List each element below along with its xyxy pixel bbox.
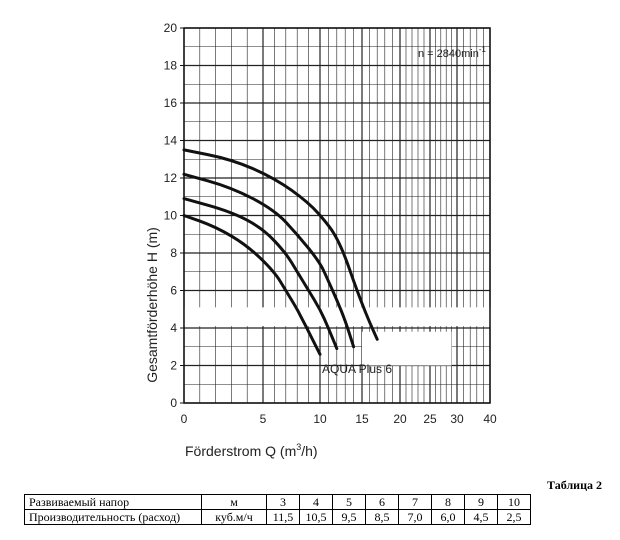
- series-line-1: [182, 197, 339, 351]
- table-cell: 4: [299, 494, 333, 510]
- x-tick-label: 0: [181, 412, 188, 426]
- x-tick-label: 25: [423, 412, 437, 426]
- pump-data-table: Развиваемый напор м 3 4 5 6 7 8 9 10 Про…: [24, 494, 531, 525]
- row-unit: м: [201, 494, 267, 510]
- y-tick-labels: 0 2 4 6 8 10 12 14 16 18 20: [164, 21, 184, 410]
- table-cell: 9,5: [332, 509, 366, 525]
- x-axis-title: Förderstrom Q (m3/h): [185, 442, 318, 459]
- curve-label: AQUA Plus 6: [322, 362, 392, 376]
- y-tick-label: 6: [170, 284, 177, 298]
- x-tick-label: 10: [313, 412, 327, 426]
- y-tick-label: 4: [170, 321, 177, 335]
- series-line-3: [182, 148, 379, 341]
- y-tick-label: 10: [164, 209, 178, 223]
- table-row-head: Развиваемый напор м 3 4 5 6 7 8 9 10: [24, 494, 531, 510]
- x-tick-label: 5: [260, 412, 267, 426]
- table-caption: Таблица 2: [547, 478, 602, 492]
- y-tick-label: 20: [164, 21, 178, 35]
- row-unit: куб.м/ч: [201, 509, 267, 525]
- table-cell: 9: [464, 494, 498, 510]
- pump-curve-chart: 0 2 4 6 8 10 12 14 16 18 20 0 5 10 15 20 25 30 40 n = 284…: [144, 21, 497, 459]
- x-tick-label: 40: [483, 412, 497, 426]
- table-cell: 4,5: [464, 509, 498, 525]
- table-cell: 8,5: [365, 509, 399, 525]
- y-tick-label: 0: [170, 396, 177, 410]
- x-tick-labels: 0 5 10 15 20 25 30 40: [181, 412, 497, 426]
- table-cell: 2,5: [497, 509, 531, 525]
- y-tick-label: 2: [170, 359, 177, 373]
- row-label: Производительность (расход): [24, 509, 202, 525]
- row-label: Развиваемый напор: [24, 494, 202, 510]
- series-line-0: [182, 214, 322, 356]
- y-axis-title: Gesamtförderhöhe H (m): [144, 227, 160, 383]
- table-cell: 6: [365, 494, 399, 510]
- table-cell: 10: [497, 494, 531, 510]
- y-tick-label: 18: [164, 59, 178, 73]
- y-tick-label: 16: [164, 96, 178, 110]
- x-tick-label: 15: [355, 412, 369, 426]
- chart-white-bands: [184, 307, 492, 366]
- table-cell: 11,5: [266, 509, 300, 525]
- y-tick-label: 14: [164, 134, 178, 148]
- table-cell: 7,0: [398, 509, 432, 525]
- band: [184, 307, 492, 327]
- y-tick-label: 8: [170, 246, 177, 260]
- x-tick-label: 30: [450, 412, 464, 426]
- table-cell: 10,5: [299, 509, 333, 525]
- chart-curves: [182, 148, 379, 356]
- table-cell: 6,0: [431, 509, 465, 525]
- table-cell: 8: [431, 494, 465, 510]
- x-tick-label: 20: [393, 412, 407, 426]
- table-cell: 7: [398, 494, 432, 510]
- table-row-flow: Производительность (расход) куб.м/ч 11,5…: [24, 509, 531, 525]
- table-cell: 5: [332, 494, 366, 510]
- speed-annotation: n = 2840min-1: [418, 45, 487, 60]
- series-line-2: [182, 172, 356, 349]
- table-cell: 3: [266, 494, 300, 510]
- y-tick-label: 12: [164, 171, 178, 185]
